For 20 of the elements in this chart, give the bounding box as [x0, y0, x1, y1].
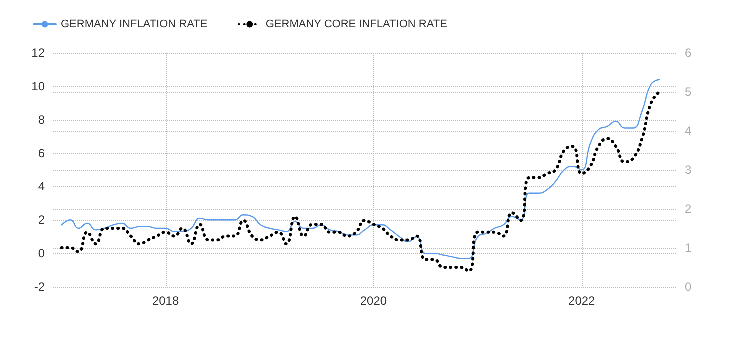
y-tick-label: 0	[38, 246, 46, 261]
y2-tick-label: 1	[685, 241, 692, 255]
y-tick-label: -2	[34, 280, 46, 294]
legend-label: GERMANY INFLATION RATE	[61, 18, 208, 30]
x-tick-label: 2020	[360, 294, 388, 308]
y-tick-label: 12	[32, 46, 46, 60]
x-tick-label: 2018	[152, 294, 180, 308]
y-tick-label: 8	[38, 112, 46, 127]
y-tick-label: 2	[38, 213, 46, 228]
y2-tick-label: 3	[685, 163, 692, 177]
legend-label: GERMANY CORE INFLATION RATE	[266, 18, 448, 30]
y2-tick-label: 6	[685, 46, 692, 60]
y-tick-label: 10	[32, 79, 46, 94]
y2-tick-label: 2	[685, 202, 692, 216]
y2-tick-label: 0	[685, 280, 692, 294]
x-tick-label: 2022	[568, 294, 596, 308]
y2-tick-label: 4	[685, 124, 692, 138]
y2-tick-label: 5	[685, 85, 692, 99]
y-tick-label: 4	[38, 180, 46, 194]
y-tick-label: 6	[38, 146, 46, 160]
